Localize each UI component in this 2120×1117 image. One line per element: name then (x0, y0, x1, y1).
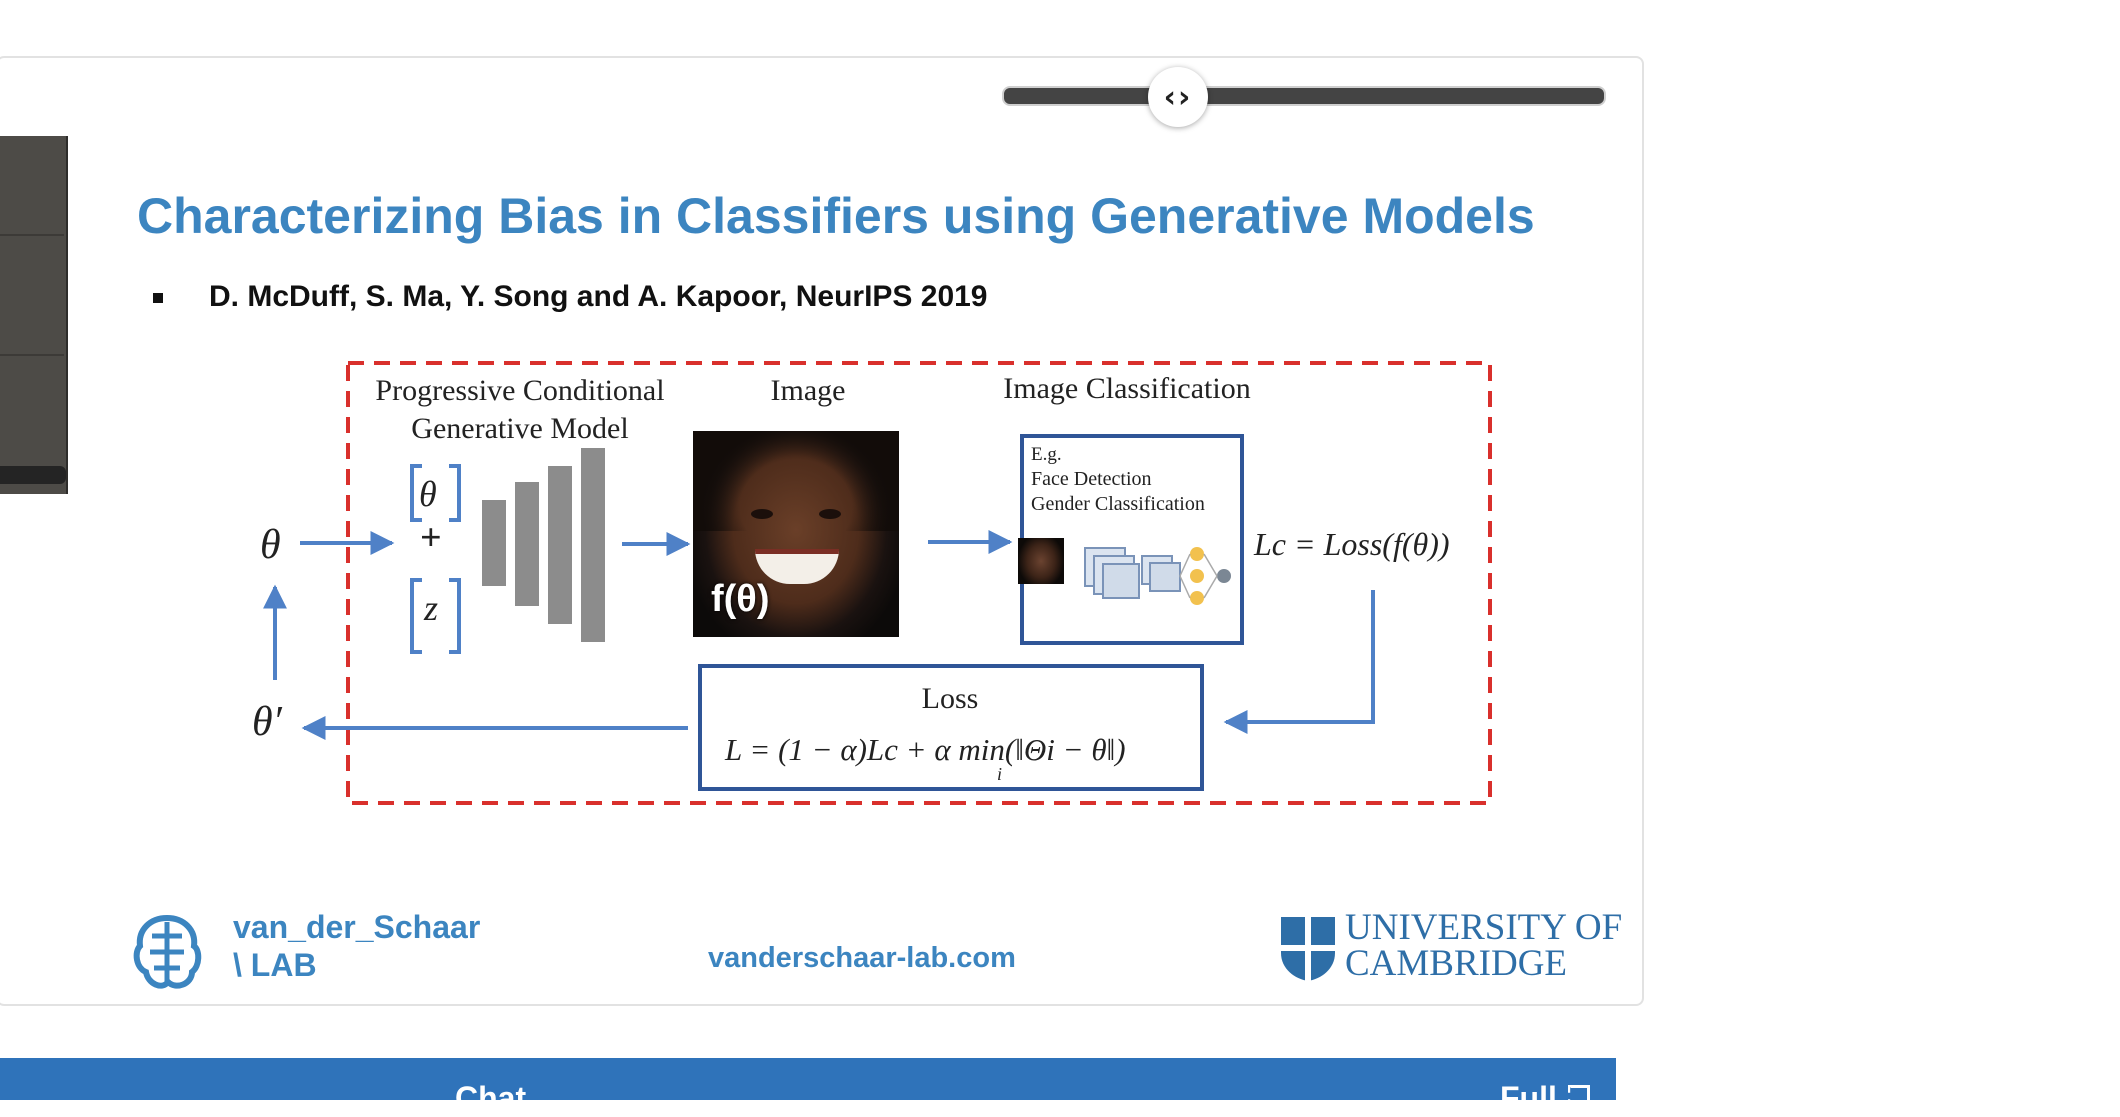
classification-line2: Gender Classification (1031, 493, 1205, 515)
face-label: f(θ) (711, 578, 770, 620)
bottom-toolbar (0, 1058, 1616, 1100)
loss-title: Loss (922, 682, 979, 715)
brain-logo-icon (133, 914, 202, 989)
arrow-lc-to-loss (1223, 590, 1375, 734)
loss-box (698, 664, 1204, 791)
lab-name: van_der_Schaar \ LAB (233, 909, 481, 983)
cambridge-shield-icon (1281, 917, 1335, 981)
bullet-icon (153, 293, 163, 303)
classification-eg: E.g. (1031, 444, 1062, 465)
image-title: Image (771, 374, 846, 407)
slide-title: Characterizing Bias in Classifiers using… (137, 188, 1535, 244)
fullscreen-button[interactable]: Full (1500, 1080, 1557, 1116)
citation-text: D. McDuff, S. Ma, Y. Song and A. Kapoor,… (209, 280, 988, 313)
generated-face-image (693, 431, 899, 637)
plus-sign: + (420, 517, 442, 559)
chat-button[interactable]: Chat (455, 1080, 527, 1116)
gen-layer-2 (515, 482, 539, 606)
slider-handle-icon[interactable]: ‹› (1148, 67, 1208, 127)
gen-layer-4 (581, 448, 605, 642)
theta-prime-output: θ′ (252, 699, 283, 745)
gen-layer-3 (548, 466, 572, 624)
gen-model-title-1: Progressive Conditional (375, 374, 664, 407)
gen-layer-1 (482, 500, 506, 586)
lc-formula: Lc = Loss(f(θ)) (1253, 526, 1450, 562)
gen-model-title-2: Generative Model (411, 412, 628, 445)
classification-line1: Face Detection (1031, 468, 1152, 490)
university-name: UNIVERSITY OF CAMBRIDGE (1345, 907, 1623, 984)
speaker-video-thumbnail[interactable] (0, 136, 68, 494)
vector-z: z (423, 588, 438, 628)
classification-title: Image Classification (1003, 372, 1250, 405)
video-progress-bar[interactable] (0, 466, 66, 484)
dashed-boundary (346, 361, 1492, 805)
vector-theta: θ (419, 474, 437, 514)
loss-subscript: i (997, 764, 1002, 784)
lab-url-link[interactable]: vanderschaar-lab.com (708, 942, 1016, 974)
theta-input: θ (260, 522, 281, 568)
loss-formula: L = (1 − α)Lc + α min(‖Θi − θ‖) (724, 732, 1126, 767)
classifier-input-thumbnail (1018, 538, 1064, 584)
